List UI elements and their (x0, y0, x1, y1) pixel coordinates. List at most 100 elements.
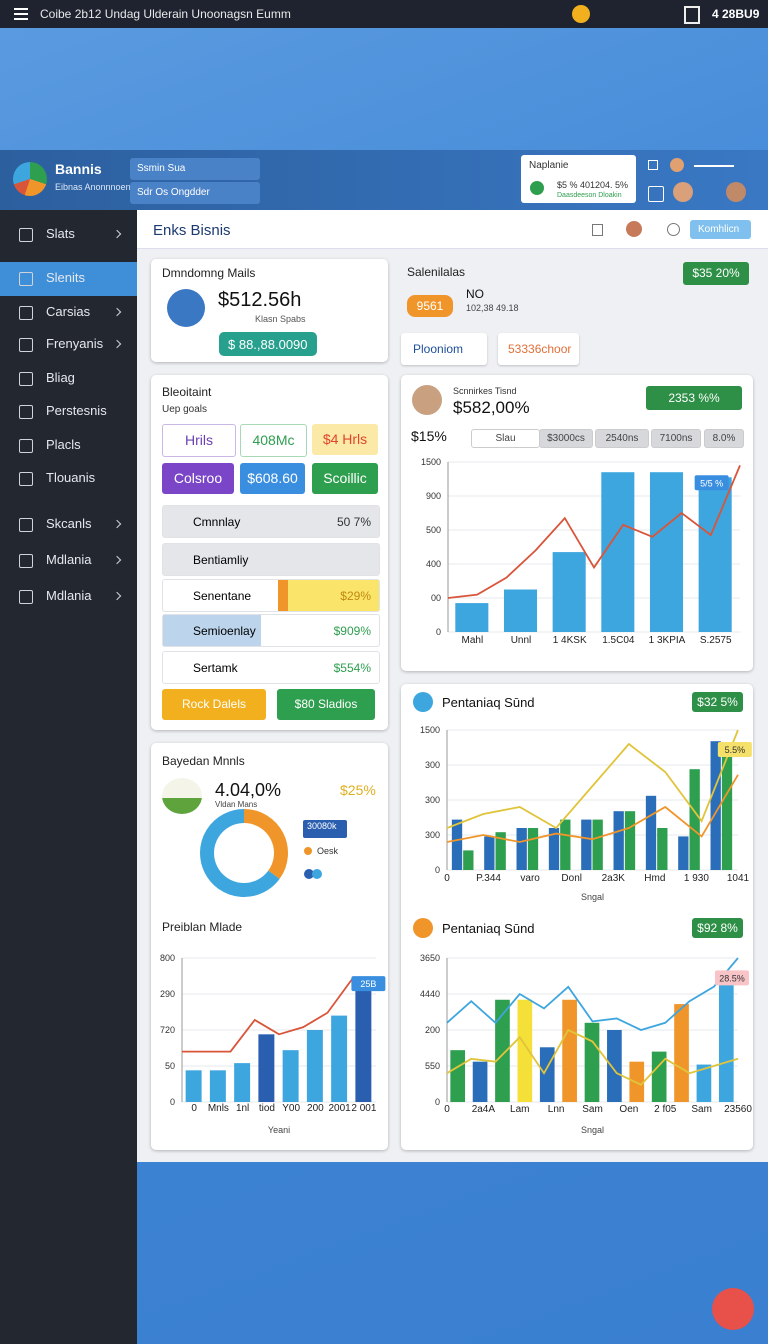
nav-item[interactable]: Skcanls (46, 516, 92, 531)
card-title: Dmndomng Mails (162, 266, 256, 280)
bar (721, 744, 733, 870)
header-icon[interactable] (648, 160, 658, 170)
avatar[interactable] (726, 182, 746, 202)
card-title: Preiblan Mlade (162, 920, 243, 934)
line (447, 465, 741, 599)
goal-row[interactable]: Senentane $29% (162, 579, 380, 612)
button[interactable] (690, 220, 751, 239)
menu-icon[interactable] (14, 8, 28, 10)
goal-row[interactable]: Sertamk $554% (162, 651, 380, 684)
nav-item[interactable]: Mdlania (46, 588, 92, 603)
y-tick-label: 4440 (420, 989, 440, 999)
button[interactable]: Rock Dalels (162, 689, 266, 720)
x-tick-label: 2a4A (472, 1104, 496, 1115)
tab[interactable]: Slau (471, 429, 540, 448)
bar (718, 972, 734, 1102)
bar-badge-bg (717, 742, 752, 757)
nav-item[interactable]: Slenits (46, 270, 86, 285)
bar (584, 1022, 600, 1102)
bar (698, 477, 732, 632)
goal-tile[interactable]: Scoillic (312, 463, 378, 494)
bar (678, 836, 689, 870)
goal-tile[interactable]: $4 Hrls (312, 424, 378, 455)
select[interactable] (130, 158, 260, 180)
card-title: Scnnirkes Tisnd (453, 386, 517, 396)
notice-sub: Daasdeeson Dloakin (557, 192, 622, 199)
notice-box[interactable] (521, 155, 636, 203)
avatar[interactable] (626, 221, 642, 237)
nav-item[interactable]: Slats (46, 226, 75, 241)
notice-icon (530, 181, 544, 195)
x-tick-label: Donl (561, 873, 582, 884)
nav-item[interactable]: Bliag (46, 370, 75, 385)
bar (613, 811, 624, 870)
goal-tile[interactable]: $608.60 (240, 463, 305, 494)
nav-item[interactable]: Perstesnis (46, 403, 107, 418)
header-icon[interactable] (648, 186, 664, 202)
donut-value: 4.04,0% (215, 780, 282, 800)
select-text: Sdr Os Ongdder (137, 187, 210, 198)
pill (219, 332, 317, 356)
button[interactable]: $80 Sladios (277, 689, 375, 720)
button[interactable] (401, 333, 487, 365)
icon[interactable] (667, 223, 680, 236)
y-tick-label: 0 (435, 1097, 440, 1107)
page-title: Enks Bisnis (153, 222, 231, 239)
y-tick-label: 50 (165, 1061, 175, 1071)
tab[interactable]: $3000cs (539, 429, 593, 448)
nav-item[interactable]: Mdlania (46, 552, 92, 567)
bar (624, 811, 636, 870)
card-title: Bayedan Mnnls (162, 754, 245, 768)
bar (548, 828, 560, 870)
avatar[interactable] (670, 158, 684, 172)
goal-tile[interactable]: 408Mc (240, 424, 307, 457)
nav-item[interactable]: Carsias (46, 304, 91, 319)
icon (413, 692, 433, 712)
app-header (0, 150, 768, 210)
nav-item[interactable]: Frenyanis (46, 336, 104, 351)
row-value: 50 7% (336, 515, 371, 529)
donut-slice (243, 809, 288, 879)
nav-icon (19, 590, 33, 604)
sales-title: Salenilalas (407, 265, 466, 279)
icon[interactable] (592, 224, 603, 236)
goal-row[interactable]: Cmnnlay 50 7% (162, 505, 380, 538)
sales-sub: 102,38 49.18 (466, 303, 519, 313)
x-tick-label: Sam (691, 1104, 712, 1115)
bar (601, 472, 635, 632)
chip: 9561 (407, 295, 453, 317)
tab[interactable]: 8.0% (704, 429, 744, 448)
nav-item[interactable]: Tlouanis (46, 470, 96, 485)
goal-tile[interactable]: Colsroo (162, 463, 234, 494)
x-axis-title: Sngal (581, 892, 604, 902)
fab[interactable] (712, 1288, 754, 1330)
bar (450, 1050, 466, 1102)
y-tick-label: 800 (160, 953, 175, 963)
bar (674, 1004, 689, 1102)
y-tick-label: 300 (425, 830, 440, 840)
header-line (694, 165, 734, 167)
tab[interactable]: 2540ns (595, 429, 649, 448)
brand: Bannis (55, 161, 102, 177)
tab[interactable]: 7100ns (651, 429, 701, 448)
select[interactable] (130, 182, 260, 204)
x-tick-label: Mahl (461, 635, 483, 646)
y-tick-label: 3650 (420, 953, 440, 963)
x-tick-label: 0 (191, 1103, 197, 1114)
goal-row[interactable]: Bentiamliy (162, 543, 380, 576)
bar-badge: 25B (360, 979, 376, 989)
legend-dot (304, 847, 312, 855)
button[interactable] (498, 333, 579, 365)
badge: $32 5% (692, 692, 743, 712)
x-tick-label: Y00 (282, 1103, 300, 1114)
bar (495, 999, 510, 1102)
avatar[interactable] (673, 182, 693, 202)
y-tick-label: 550 (425, 1061, 440, 1071)
goal-row[interactable]: Semioenlay $909% (162, 614, 380, 647)
goal-tile[interactable]: Hrils (162, 424, 236, 457)
nav-icon (19, 272, 33, 286)
nav-item[interactable]: Placls (46, 437, 81, 452)
y-tick-label: 300 (425, 795, 440, 805)
bar (645, 795, 657, 870)
trend-sub: $15% (411, 428, 447, 444)
